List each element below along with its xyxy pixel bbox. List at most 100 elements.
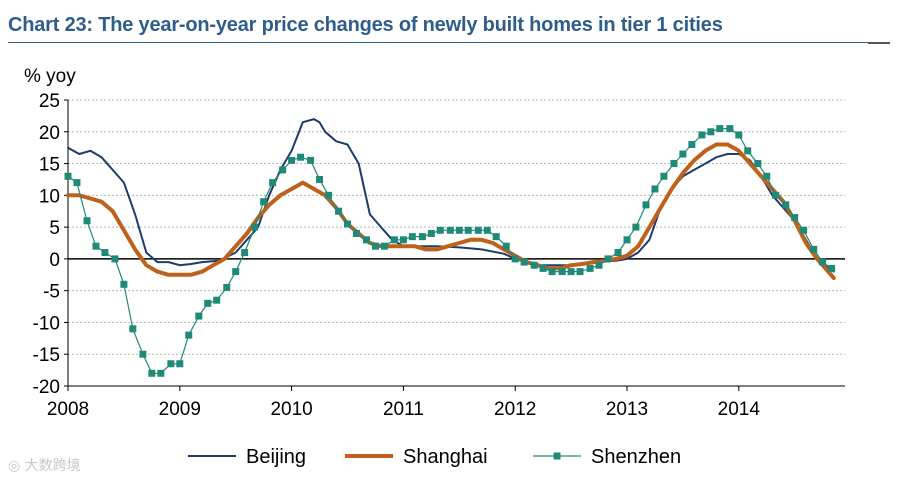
data-point <box>735 131 743 139</box>
data-point <box>604 255 612 263</box>
series-line-beijing <box>67 118 835 273</box>
data-point <box>101 249 109 257</box>
data-point <box>623 236 631 244</box>
title-underline <box>8 42 890 43</box>
y-tick-label: 20 <box>39 123 60 144</box>
data-point <box>139 350 147 358</box>
data-point <box>176 360 184 368</box>
y-tick-label: -10 <box>33 313 60 334</box>
data-point <box>204 299 212 307</box>
data-point <box>427 229 435 237</box>
title-underline-end <box>868 42 890 44</box>
data-point <box>269 179 277 187</box>
data-point <box>614 249 622 257</box>
data-point <box>335 207 343 215</box>
legend-label: Beijing <box>246 446 306 468</box>
data-point <box>483 226 491 234</box>
y-tick-label: -20 <box>33 377 60 398</box>
data-point <box>492 233 500 241</box>
data-point <box>763 172 771 180</box>
data-point <box>782 201 790 209</box>
watermark-text: 大数跨境 <box>24 458 81 474</box>
series-line-shanghai <box>66 142 836 280</box>
data-point <box>800 226 808 234</box>
data-point <box>520 258 528 266</box>
data-point <box>455 226 463 234</box>
x-tick-label: 2012 <box>494 399 536 420</box>
data-point <box>819 258 827 266</box>
data-point <box>726 125 734 133</box>
data-point <box>679 150 687 158</box>
data-point <box>595 261 603 269</box>
legend-label: Shenzhen <box>591 446 681 468</box>
data-point <box>111 255 119 263</box>
axes <box>64 99 845 391</box>
data-point <box>772 191 780 199</box>
y-tick-label: 25 <box>39 91 60 112</box>
data-point <box>698 131 706 139</box>
data-point <box>651 185 659 193</box>
x-tick-label: 2014 <box>718 399 761 420</box>
y-tick-label: 15 <box>39 155 60 176</box>
x-tick-label: 2009 <box>159 399 201 420</box>
series-line-shenzhen <box>67 128 833 374</box>
data-point <box>810 245 818 253</box>
data-point <box>558 268 566 276</box>
data-point <box>474 226 482 234</box>
data-point <box>828 264 836 272</box>
x-tick-label: 2011 <box>383 399 424 420</box>
data-point <box>707 128 715 136</box>
data-point <box>670 160 678 168</box>
data-point <box>660 172 668 180</box>
data-point <box>716 125 724 133</box>
x-tick-label: 2010 <box>270 399 312 420</box>
data-point <box>530 261 538 269</box>
plot-area <box>64 118 836 377</box>
data-point <box>73 179 81 187</box>
y-tick-label: 10 <box>39 186 60 207</box>
legend-marker <box>553 452 561 460</box>
data-point <box>148 369 156 377</box>
x-tick-label: 2008 <box>47 399 89 420</box>
data-point <box>213 296 221 304</box>
data-point <box>343 220 351 228</box>
data-point <box>380 242 388 250</box>
y-tick-label: 0 <box>49 250 60 271</box>
data-point <box>352 229 360 237</box>
data-point <box>399 236 407 244</box>
data-point <box>791 214 799 222</box>
data-point <box>120 280 128 288</box>
chart-title: Chart 23: The year-on-year price changes… <box>8 14 723 36</box>
data-point <box>371 242 379 250</box>
data-point <box>511 255 519 263</box>
data-point <box>307 156 315 164</box>
y-axis-label: % yoy <box>24 66 76 87</box>
x-tick-labels: 2008 2009 2010 2011 2012 2013 2014 <box>47 399 760 420</box>
data-point <box>446 226 454 234</box>
data-point <box>232 268 240 276</box>
data-point <box>688 140 696 148</box>
data-point <box>502 242 510 250</box>
watermark: ◎ 大数跨境 <box>8 455 81 475</box>
legend: Beijing Shanghai Shenzhen <box>188 446 681 468</box>
data-point <box>363 236 371 244</box>
data-point <box>241 249 249 257</box>
y-tick-label: -5 <box>43 282 60 303</box>
data-point <box>316 175 324 183</box>
data-point <box>223 283 231 291</box>
data-point <box>576 268 584 276</box>
x-tick-label: 2013 <box>606 399 648 420</box>
watermark-icon: ◎ <box>8 458 25 474</box>
data-point <box>167 360 175 368</box>
y-tick-labels: 25 20 15 10 5 0 -5 -10 -15 -20 <box>33 91 60 398</box>
data-point <box>288 156 296 164</box>
data-point <box>92 242 100 250</box>
data-point <box>185 331 193 339</box>
data-point <box>632 223 640 231</box>
data-point <box>408 233 416 241</box>
data-point <box>436 226 444 234</box>
y-tick-label: -15 <box>33 345 60 366</box>
data-point <box>567 268 575 276</box>
data-point <box>539 264 547 272</box>
